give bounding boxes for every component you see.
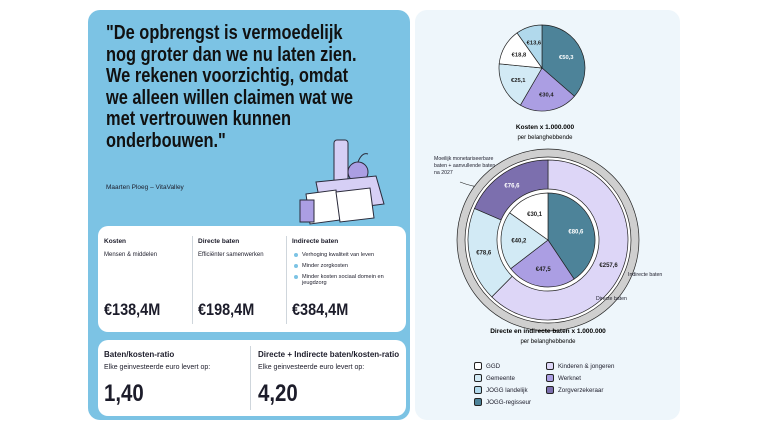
chart-title: Kosten x 1.000.000 bbox=[516, 124, 575, 131]
ratio-subtitle: Elke geinvesteerde euro levert op: bbox=[258, 364, 365, 371]
legend-label: JOGG-regisseur bbox=[486, 398, 532, 406]
legend-swatch bbox=[546, 374, 554, 382]
value-label: €47,5 bbox=[536, 267, 552, 273]
legend-swatch bbox=[474, 386, 482, 394]
card-subtitle: Mensen & middelen bbox=[104, 252, 158, 258]
annotation: Moeilijk monetariseerbare baten + aanvul… bbox=[434, 156, 496, 176]
chart-subtitle: per belanghebbende bbox=[517, 135, 573, 141]
card-amount: €138,4M bbox=[104, 300, 161, 319]
slice bbox=[510, 239, 575, 288]
value-label: €18,8 bbox=[512, 53, 527, 59]
legend: GGD Gemeente JOGG landelijk JOGG-regisseur K… bbox=[474, 362, 624, 410]
legend-label: GGD bbox=[486, 362, 501, 370]
slice bbox=[519, 67, 575, 112]
legend-item: GGD bbox=[474, 362, 500, 370]
legend-item: Zorgverzekeraar bbox=[546, 386, 603, 394]
value-label: €30,4 bbox=[539, 92, 554, 98]
card-subtitle: Efficiënter samenwerken bbox=[198, 252, 264, 258]
annotation: Indirecte baten bbox=[628, 272, 663, 278]
value-label: €40,2 bbox=[511, 239, 527, 245]
card-title: Kosten bbox=[104, 238, 127, 245]
legend-swatch bbox=[474, 374, 482, 382]
legend-label: Werknet bbox=[558, 374, 581, 382]
legend-item: JOGG landelijk bbox=[474, 386, 528, 394]
ratio-title: Directe + Indirecte baten/kosten-ratio bbox=[258, 350, 400, 359]
legend-item: Werknet bbox=[546, 374, 581, 382]
divider bbox=[250, 346, 251, 410]
legend-label: Kinderen & jongeren bbox=[558, 362, 615, 370]
ratio-card bbox=[98, 340, 406, 416]
slice bbox=[516, 24, 543, 70]
legend-swatch bbox=[474, 398, 482, 406]
slice bbox=[474, 159, 549, 221]
value-label: €78,6 bbox=[476, 251, 492, 257]
card-item: Minder zorgkosten bbox=[294, 263, 400, 269]
value-label: €50,3 bbox=[559, 55, 574, 61]
card-amount: €198,4M bbox=[198, 300, 255, 319]
legend-swatch bbox=[474, 362, 482, 370]
legend-swatch bbox=[546, 386, 554, 394]
quote: "De opbrengst is vermoedelijk nog groter… bbox=[106, 21, 357, 152]
value-label: €13,6 bbox=[527, 41, 542, 47]
divider bbox=[192, 236, 193, 324]
chart-title: Directe en indirecte baten x 1.000.000 bbox=[490, 328, 606, 335]
quote-author: Maarten Ploeg – VitaValley bbox=[106, 184, 184, 191]
slice bbox=[491, 159, 629, 321]
ratio-title: Baten/kosten-ratio bbox=[104, 350, 175, 359]
slice bbox=[509, 192, 549, 241]
divider bbox=[286, 236, 287, 324]
illustration bbox=[299, 139, 385, 225]
value-label: €80,6 bbox=[568, 230, 584, 236]
ratio-value: 4,20 bbox=[258, 380, 298, 407]
card-items: Verhoging kwaliteit van leven Minder zor… bbox=[294, 252, 400, 291]
card-title: Directe baten bbox=[198, 238, 240, 245]
slice bbox=[500, 212, 549, 270]
annotation: Directe baten bbox=[596, 296, 627, 302]
chart-subtitle: per belanghebbende bbox=[520, 339, 576, 345]
slice bbox=[541, 24, 586, 97]
legend-item: Kinderen & jongeren bbox=[546, 362, 614, 370]
legend-swatch bbox=[546, 362, 554, 370]
value-label: €25,1 bbox=[511, 78, 526, 84]
legend-item: Gemeente bbox=[474, 374, 515, 382]
totals-card bbox=[98, 226, 406, 332]
card-amount: €384,4M bbox=[292, 300, 349, 319]
ratio-subtitle: Elke geinvesteerde euro levert op: bbox=[104, 364, 211, 371]
ratio-value: 1,40 bbox=[104, 380, 144, 407]
value-label: €257,6 bbox=[599, 263, 618, 269]
card-item: Minder kosten sociaal domein en jeugdzor… bbox=[294, 274, 400, 286]
slice bbox=[498, 63, 543, 106]
legend-label: Gemeente bbox=[486, 374, 515, 382]
card-title: Indirecte baten bbox=[292, 238, 339, 245]
legend-item: JOGG-regisseur bbox=[474, 398, 531, 406]
value-label: €76,6 bbox=[504, 183, 520, 189]
legend-label: Zorgverzekeraar bbox=[558, 386, 604, 394]
value-label: €30,1 bbox=[527, 212, 543, 218]
card-item: Verhoging kwaliteit van leven bbox=[294, 252, 400, 258]
legend-label: JOGG landelijk bbox=[486, 386, 528, 394]
